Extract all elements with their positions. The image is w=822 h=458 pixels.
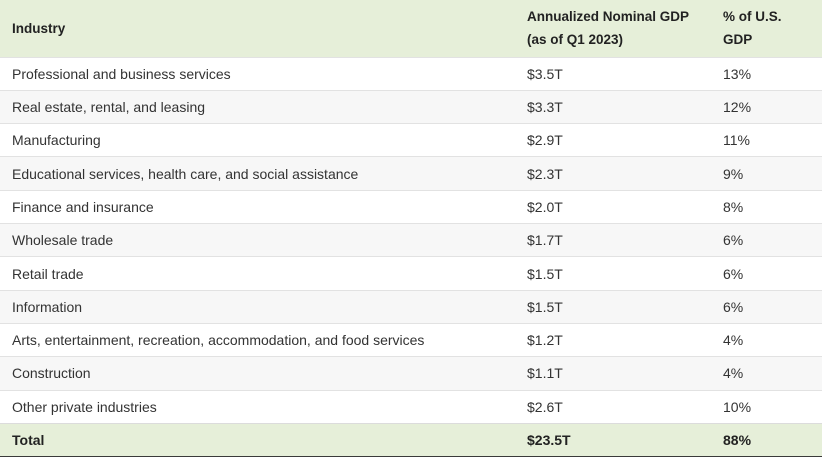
cell-gdp: $1.7T	[527, 232, 563, 249]
cell-industry: Other private industries	[12, 398, 157, 415]
table-row: Real estate, rental, and leasing $3.3T 12%	[0, 90, 822, 124]
cell-pct: 4%	[723, 365, 744, 382]
cell-gdp: $3.5T	[527, 65, 563, 82]
table-row: Retail trade $1.5T 6%	[0, 256, 822, 291]
cell-gdp: $2.6T	[527, 398, 563, 415]
cell-gdp: $1.5T	[527, 298, 563, 315]
header-pct: % of U.S. GDP	[711, 0, 822, 57]
total-row: Total $23.5T 88%	[0, 423, 822, 457]
cell-pct: 11%	[723, 132, 750, 149]
table-row: Other private industries $2.6T 10%	[0, 390, 822, 424]
header-row: Industry Annualized Nominal GDP (as of Q…	[0, 0, 822, 57]
header-pct-line1: % of U.S.	[723, 9, 782, 25]
cell-gdp: $2.0T	[527, 198, 563, 215]
cell-gdp: $1.2T	[527, 332, 563, 349]
table-row: Construction $1.1T 4%	[0, 356, 822, 391]
table-row: Information $1.5T 6%	[0, 290, 822, 324]
cell-industry: Finance and insurance	[12, 198, 154, 215]
cell-industry: Arts, entertainment, recreation, accommo…	[12, 332, 425, 349]
table-row: Professional and business services $3.5T 1…	[0, 57, 822, 91]
header-gdp-line1: Annualized Nominal GDP	[527, 9, 690, 25]
cell-pct: 9%	[723, 165, 744, 182]
cell-industry: Manufacturing	[12, 132, 101, 149]
header-industry: Industry	[12, 20, 66, 36]
table-row: Arts, entertainment, recreation, accommo…	[0, 323, 822, 357]
cell-pct: 4%	[723, 332, 744, 349]
cell-industry: Construction	[12, 365, 91, 382]
cell-industry: Professional and business services	[12, 65, 231, 82]
table-row: Wholesale trade $1.7T 6%	[0, 223, 822, 257]
total-pct: 88%	[723, 432, 752, 448]
cell-pct: 10%	[723, 398, 752, 415]
table-row: Educational services, health care, and s…	[0, 156, 822, 191]
cell-gdp: $1.5T	[527, 265, 563, 282]
table-row: Finance and insurance $2.0T 8%	[0, 190, 822, 224]
header-pct-line2: GDP	[723, 32, 753, 48]
total-gdp: $23.5T	[527, 432, 571, 448]
cell-industry: Retail trade	[12, 265, 84, 282]
total-label: Total	[12, 432, 45, 448]
cell-pct: 6%	[723, 265, 744, 282]
header-gdp-line2: (as of Q1 2023)	[527, 32, 624, 48]
cell-industry: Wholesale trade	[12, 232, 114, 249]
cell-pct: 13%	[723, 65, 752, 82]
cell-pct: 8%	[723, 198, 744, 215]
table-row: Manufacturing $2.9T 11%	[0, 123, 822, 157]
cell-industry: Real estate, rental, and leasing	[12, 98, 206, 115]
cell-gdp: $2.3T	[527, 165, 563, 182]
cell-pct: 12%	[723, 98, 752, 115]
cell-gdp: $2.9T	[527, 132, 563, 149]
table-footer: Total $23.5T 88%	[0, 423, 822, 457]
cell-industry: Information	[12, 298, 83, 315]
cell-pct: 6%	[723, 232, 744, 249]
cell-gdp: $1.1T	[527, 365, 563, 382]
cell-industry: Educational services, health care, and s…	[12, 165, 359, 182]
header-gdp: Annualized Nominal GDP (as of Q1 2023)	[515, 0, 711, 57]
table-header: Industry Annualized Nominal GDP (as of Q…	[0, 0, 822, 57]
cell-gdp: $3.3T	[527, 98, 563, 115]
cell-pct: 6%	[723, 298, 744, 315]
table-body: Professional and business services $3.5T 1…	[0, 57, 822, 424]
